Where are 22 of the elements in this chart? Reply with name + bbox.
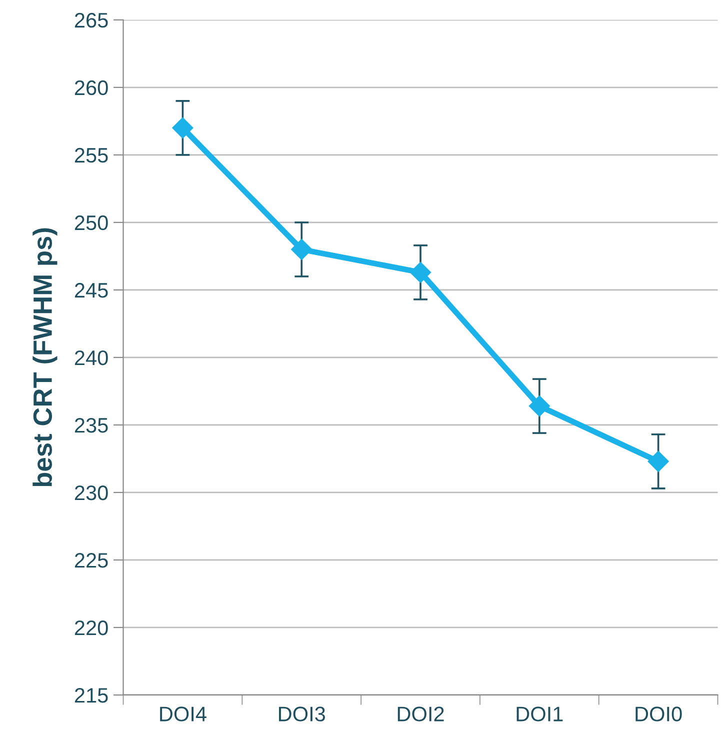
point — [410, 262, 432, 283]
y-axis-title: best CRT (FWHM ps) — [32, 228, 58, 486]
y-tick-label: 250 — [74, 215, 108, 230]
y-tick-label: 260 — [74, 80, 108, 96]
x-tick-label: DOI2 — [398, 706, 444, 722]
y-tick-label: 265 — [74, 12, 108, 28]
x-tick-label: DOI4 — [160, 706, 206, 722]
point — [528, 396, 550, 417]
y-tick-label: 215 — [74, 688, 108, 703]
x-tick-label: DOI1 — [516, 706, 563, 722]
y-tick-label: 235 — [74, 418, 108, 433]
x-tick-label: DOI3 — [278, 706, 325, 722]
point — [291, 238, 312, 260]
y-tick-label: 220 — [74, 620, 108, 636]
y-tick-label: 225 — [74, 552, 108, 568]
x-tick-label: DOI0 — [636, 706, 682, 722]
y-tick-label: 230 — [74, 485, 108, 500]
y-tick-label: 255 — [74, 148, 108, 163]
y-tick-label: 245 — [74, 282, 108, 298]
point — [648, 450, 669, 472]
point — [172, 117, 194, 138]
y-tick-label: 240 — [74, 350, 108, 366]
